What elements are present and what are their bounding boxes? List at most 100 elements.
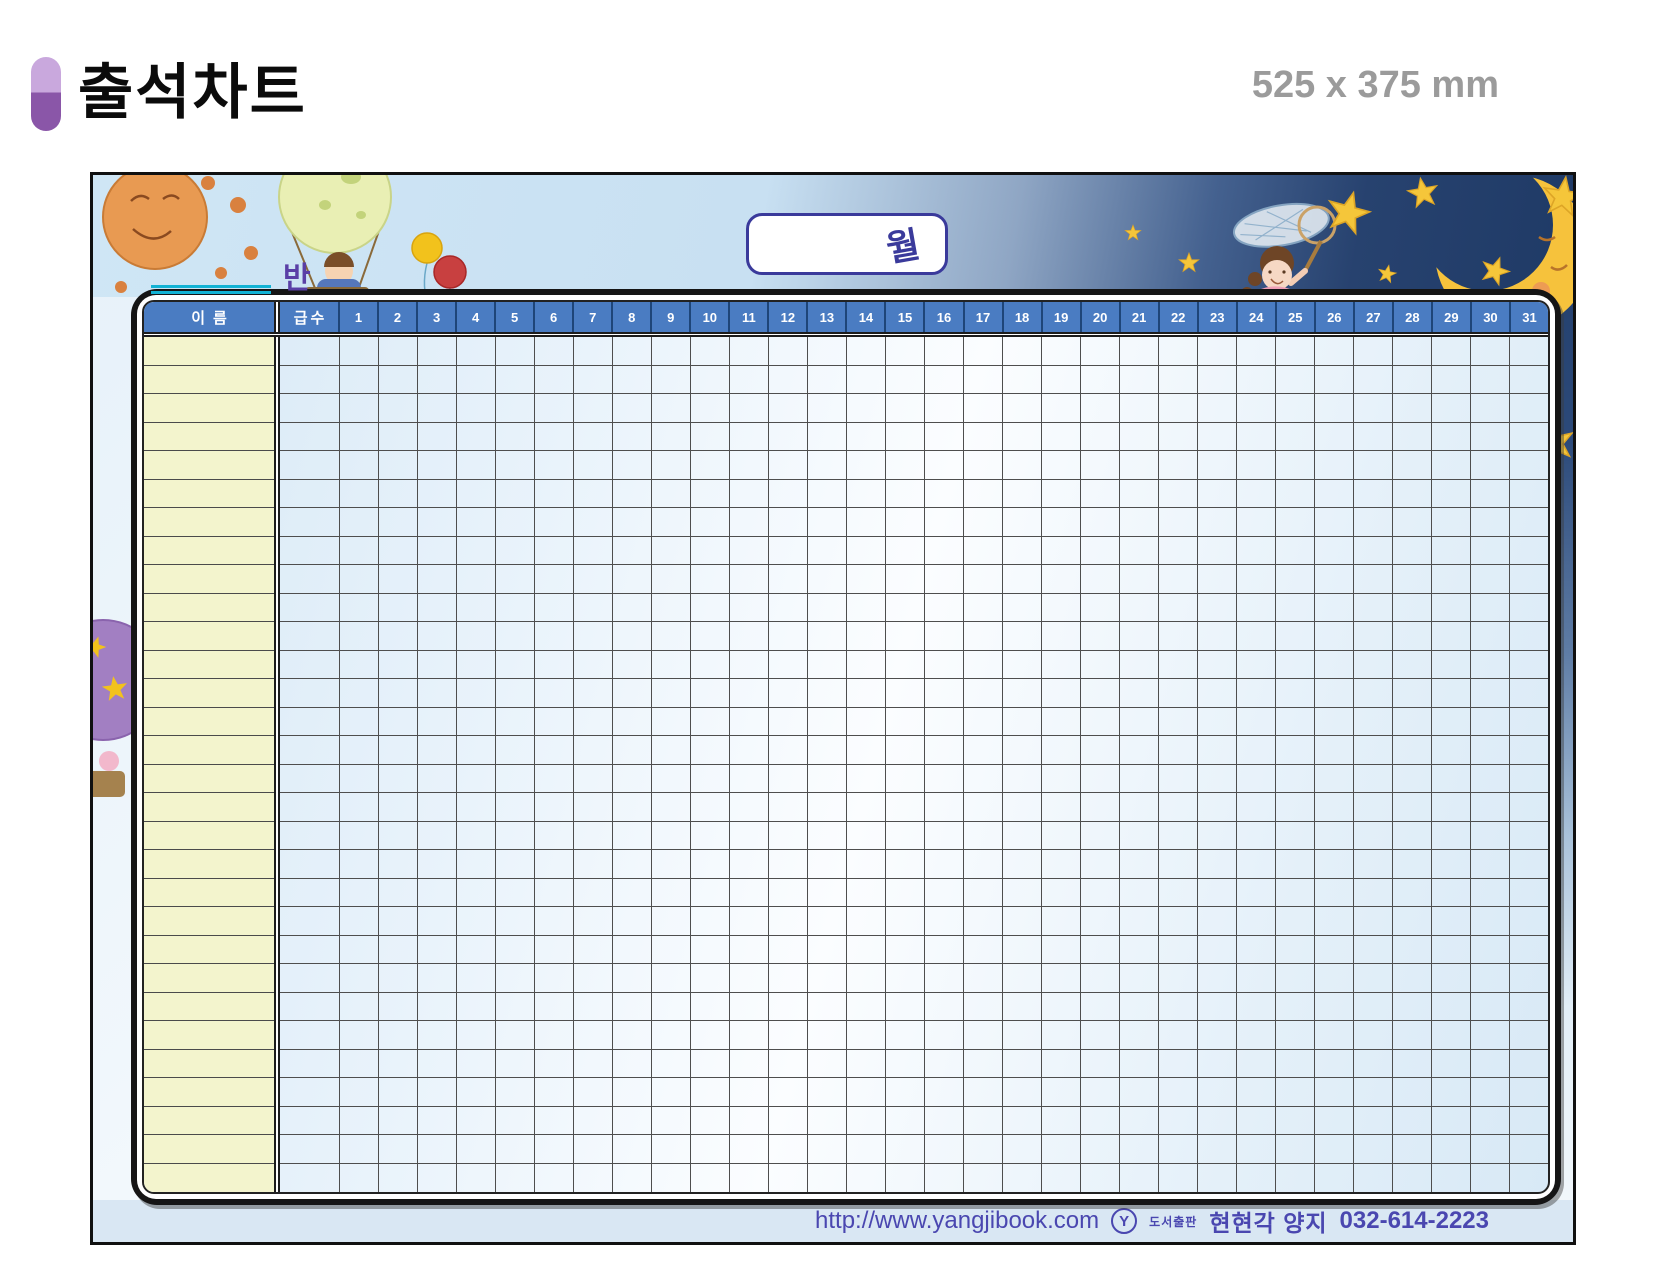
attendance-cell[interactable] — [964, 992, 1003, 1021]
attendance-cell[interactable] — [1120, 650, 1159, 679]
attendance-cell[interactable] — [847, 1021, 886, 1050]
student-name-cell[interactable] — [144, 907, 274, 936]
student-name-cell[interactable] — [144, 764, 274, 793]
attendance-cell[interactable] — [574, 964, 613, 993]
attendance-cell[interactable] — [1159, 907, 1198, 936]
attendance-cell[interactable] — [1276, 422, 1315, 451]
level-cell[interactable] — [280, 422, 340, 451]
attendance-cell[interactable] — [340, 878, 379, 907]
attendance-cell[interactable] — [964, 736, 1003, 765]
attendance-cell[interactable] — [1432, 1021, 1471, 1050]
attendance-cell[interactable] — [574, 1135, 613, 1164]
attendance-cell[interactable] — [1198, 650, 1237, 679]
attendance-cell[interactable] — [1237, 1049, 1276, 1078]
attendance-cell[interactable] — [1276, 650, 1315, 679]
attendance-cell[interactable] — [1237, 707, 1276, 736]
attendance-cell[interactable] — [1237, 1078, 1276, 1107]
attendance-cell[interactable] — [457, 622, 496, 651]
attendance-cell[interactable] — [340, 622, 379, 651]
attendance-cell[interactable] — [1471, 764, 1510, 793]
attendance-cell[interactable] — [1276, 764, 1315, 793]
attendance-cell[interactable] — [1432, 593, 1471, 622]
attendance-cell[interactable] — [1042, 1106, 1081, 1135]
attendance-cell[interactable] — [1159, 707, 1198, 736]
attendance-cell[interactable] — [535, 1106, 574, 1135]
attendance-cell[interactable] — [457, 337, 496, 366]
attendance-cell[interactable] — [1354, 1021, 1393, 1050]
attendance-cell[interactable] — [730, 878, 769, 907]
attendance-cell[interactable] — [652, 1049, 691, 1078]
attendance-cell[interactable] — [496, 593, 535, 622]
attendance-cell[interactable] — [1237, 850, 1276, 879]
attendance-cell[interactable] — [1393, 1049, 1432, 1078]
attendance-cell[interactable] — [886, 964, 925, 993]
attendance-cell[interactable] — [613, 764, 652, 793]
attendance-cell[interactable] — [691, 992, 730, 1021]
attendance-cell[interactable] — [1432, 622, 1471, 651]
attendance-cell[interactable] — [1432, 479, 1471, 508]
attendance-cell[interactable] — [535, 907, 574, 936]
attendance-cell[interactable] — [496, 964, 535, 993]
attendance-cell[interactable] — [808, 593, 847, 622]
attendance-cell[interactable] — [1159, 1106, 1198, 1135]
attendance-cell[interactable] — [340, 1021, 379, 1050]
attendance-cell[interactable] — [1510, 337, 1548, 366]
attendance-cell[interactable] — [769, 622, 808, 651]
attendance-cell[interactable] — [1237, 337, 1276, 366]
attendance-cell[interactable] — [1198, 508, 1237, 537]
attendance-cell[interactable] — [1471, 935, 1510, 964]
attendance-cell[interactable] — [1432, 337, 1471, 366]
attendance-cell[interactable] — [847, 536, 886, 565]
attendance-cell[interactable] — [418, 536, 457, 565]
attendance-cell[interactable] — [1354, 650, 1393, 679]
student-name-cell[interactable] — [144, 508, 274, 537]
attendance-cell[interactable] — [1471, 536, 1510, 565]
attendance-cell[interactable] — [886, 622, 925, 651]
attendance-cell[interactable] — [1471, 337, 1510, 366]
attendance-cell[interactable] — [1471, 679, 1510, 708]
attendance-cell[interactable] — [340, 508, 379, 537]
attendance-cell[interactable] — [1081, 508, 1120, 537]
student-name-cell[interactable] — [144, 394, 274, 423]
attendance-cell[interactable] — [1471, 821, 1510, 850]
attendance-cell[interactable] — [379, 992, 418, 1021]
attendance-cell[interactable] — [925, 650, 964, 679]
attendance-cell[interactable] — [1198, 736, 1237, 765]
attendance-cell[interactable] — [652, 565, 691, 594]
attendance-cell[interactable] — [418, 622, 457, 651]
attendance-cell[interactable] — [652, 365, 691, 394]
attendance-cell[interactable] — [964, 451, 1003, 480]
attendance-cell[interactable] — [496, 1135, 535, 1164]
attendance-cell[interactable] — [1081, 764, 1120, 793]
attendance-cell[interactable] — [1276, 1021, 1315, 1050]
attendance-cell[interactable] — [652, 422, 691, 451]
attendance-cell[interactable] — [496, 479, 535, 508]
student-name-cell[interactable] — [144, 650, 274, 679]
attendance-cell[interactable] — [1432, 992, 1471, 1021]
attendance-cell[interactable] — [925, 593, 964, 622]
attendance-cell[interactable] — [925, 878, 964, 907]
attendance-cell[interactable] — [691, 1106, 730, 1135]
attendance-cell[interactable] — [1237, 1021, 1276, 1050]
attendance-cell[interactable] — [730, 964, 769, 993]
attendance-cell[interactable] — [847, 764, 886, 793]
attendance-cell[interactable] — [925, 707, 964, 736]
attendance-cell[interactable] — [574, 479, 613, 508]
attendance-cell[interactable] — [1081, 394, 1120, 423]
attendance-cell[interactable] — [457, 992, 496, 1021]
attendance-cell[interactable] — [340, 736, 379, 765]
attendance-cell[interactable] — [1354, 878, 1393, 907]
attendance-cell[interactable] — [691, 736, 730, 765]
attendance-cell[interactable] — [769, 394, 808, 423]
attendance-cell[interactable] — [847, 1135, 886, 1164]
attendance-cell[interactable] — [1276, 365, 1315, 394]
attendance-cell[interactable] — [1315, 1106, 1354, 1135]
attendance-cell[interactable] — [457, 878, 496, 907]
attendance-cell[interactable] — [691, 821, 730, 850]
attendance-cell[interactable] — [1042, 1021, 1081, 1050]
attendance-cell[interactable] — [1432, 422, 1471, 451]
attendance-cell[interactable] — [1471, 1049, 1510, 1078]
attendance-cell[interactable] — [340, 451, 379, 480]
level-cell[interactable] — [280, 365, 340, 394]
attendance-cell[interactable] — [1471, 479, 1510, 508]
